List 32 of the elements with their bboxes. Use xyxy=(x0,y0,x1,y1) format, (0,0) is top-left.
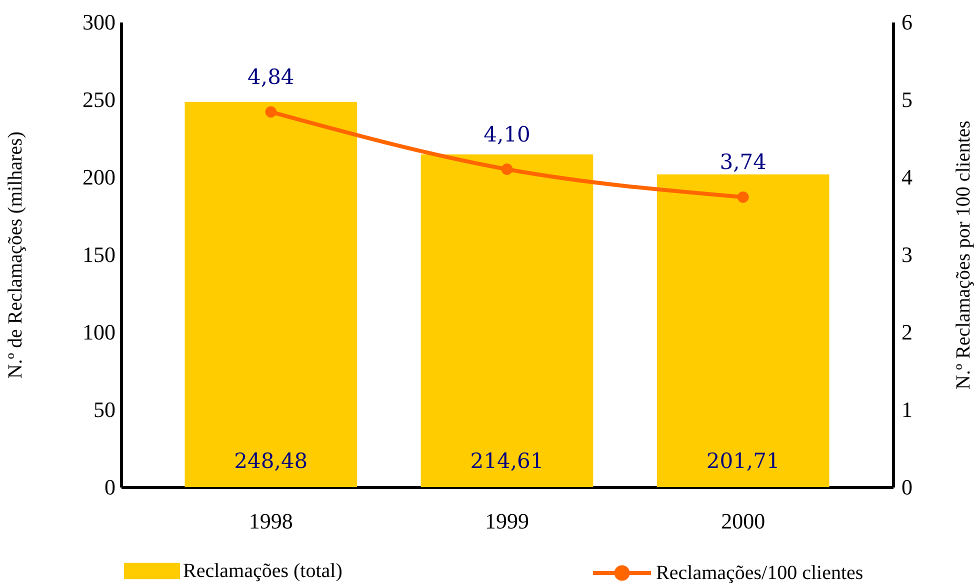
x-tick-label: 1998 xyxy=(248,508,293,534)
data-label: 4,10 xyxy=(484,122,530,146)
point xyxy=(501,164,513,175)
bar xyxy=(656,174,830,487)
y2-tick-label: 6 xyxy=(902,10,912,34)
point xyxy=(737,191,749,203)
data-label: 214,61 xyxy=(470,449,544,473)
y-tick-label: 250 xyxy=(82,87,116,112)
y-tick-label: 0 xyxy=(104,474,116,500)
legend-label: Reclamações/100 clientes xyxy=(656,562,864,583)
legend-label: Reclamações (total) xyxy=(183,560,342,582)
y-tick-label: 300 xyxy=(82,10,116,34)
y-axis-title: N.º de Reclamações (milhares) xyxy=(4,131,26,379)
x-tick-label: 2000 xyxy=(721,508,766,534)
y2-tick-label: 0 xyxy=(902,474,912,500)
point xyxy=(265,106,277,118)
y2-tick-label: 1 xyxy=(902,397,912,422)
y2-tick-label: 3 xyxy=(902,242,912,267)
y2-tick-label: 2 xyxy=(902,320,912,344)
y2-tick-label: 5 xyxy=(902,87,912,112)
bar xyxy=(184,102,358,487)
y-tick-label: 150 xyxy=(82,242,116,267)
y2-tick-label: 4 xyxy=(902,164,912,190)
data-label: 4,84 xyxy=(248,64,294,89)
y2-axis-title: N.º Reclamações por 100 clientes xyxy=(952,120,974,390)
x-tick-label: 1999 xyxy=(485,508,529,534)
data-label: 3,74 xyxy=(720,150,766,174)
data-label: 201,71 xyxy=(706,449,780,473)
y-tick-label: 50 xyxy=(94,397,116,422)
y-tick-label: 200 xyxy=(82,164,116,190)
data-label: 248,48 xyxy=(234,449,308,473)
y-tick-label: 100 xyxy=(82,320,116,344)
